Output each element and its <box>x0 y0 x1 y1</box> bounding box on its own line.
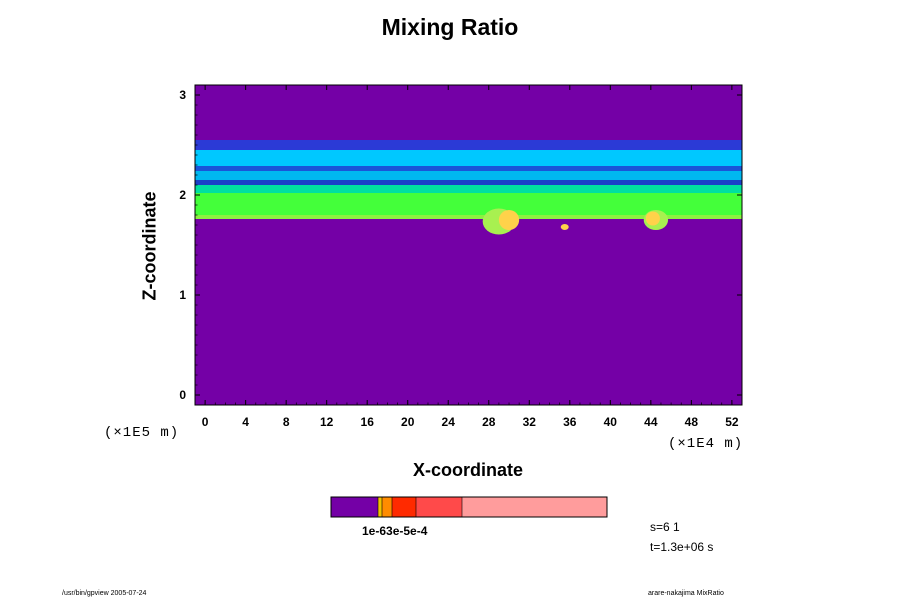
heatmap-band <box>195 193 742 215</box>
x-tick-label: 24 <box>442 415 456 429</box>
y-tick-label: 1 <box>179 288 186 302</box>
heatmap-band <box>195 215 742 219</box>
x-tick-label: 8 <box>283 415 290 429</box>
footer-right: arare-nakajima MixRatio <box>648 590 724 597</box>
y-axis-multiplier: (×1E5 m) <box>104 425 180 441</box>
y-tick-label: 2 <box>179 188 186 202</box>
x-ticks: 0 4 8 12 16 20 24 28 32 36 40 44 48 52 <box>202 85 739 429</box>
heatmap-patch <box>498 210 520 230</box>
x-tick-label: 28 <box>482 415 496 429</box>
colorbar-segment <box>392 497 416 517</box>
colorbar-segment <box>378 497 382 517</box>
colorbar-segment <box>331 497 378 517</box>
colorbar-segment <box>382 497 392 517</box>
x-axis-multiplier: (×1E4 m) <box>668 436 744 452</box>
x-tick-label: 20 <box>401 415 415 429</box>
y-tick-label: 3 <box>179 88 186 102</box>
x-tick-label: 12 <box>320 415 334 429</box>
x-tick-label: 0 <box>202 415 209 429</box>
x-tick-label: 48 <box>685 415 699 429</box>
time-info: t=1.3e+06 s <box>650 540 714 554</box>
y-axis-label: Z-coordinate <box>139 191 160 301</box>
y-ticks: 0 1 2 3 <box>179 88 742 402</box>
heatmap-background <box>195 85 742 405</box>
heatmap-band <box>195 185 742 193</box>
heatmap-layer <box>195 85 742 405</box>
x-tick-label: 4 <box>242 415 249 429</box>
x-tick-label: 44 <box>644 415 658 429</box>
heatmap-patch <box>645 211 660 226</box>
y-tick-label: 0 <box>179 388 186 402</box>
colorbar <box>330 496 608 518</box>
heatmap-band <box>195 140 742 150</box>
heatmap-band <box>195 171 742 180</box>
x-tick-label: 36 <box>563 415 577 429</box>
x-tick-label: 40 <box>604 415 618 429</box>
x-tick-label: 52 <box>725 415 739 429</box>
heatmap-band <box>195 180 742 185</box>
heatmap-band <box>195 150 742 166</box>
colorbar-segment <box>462 497 607 517</box>
colorbar-label: 1e-63e-5e-4 <box>362 524 428 538</box>
step-info: s=6 1 <box>650 520 680 534</box>
colorbar-segment <box>416 497 462 517</box>
x-axis-label: X-coordinate <box>412 460 523 480</box>
x-tick-label: 16 <box>361 415 375 429</box>
heatmap-band <box>195 166 742 171</box>
x-tick-label: 32 <box>523 415 537 429</box>
heatmap-patch <box>560 224 569 230</box>
chart-title: Mixing Ratio <box>381 14 519 40</box>
footer-left: /usr/bin/gpview 2005-07-24 <box>62 590 147 597</box>
colorbar-frame <box>330 496 608 518</box>
